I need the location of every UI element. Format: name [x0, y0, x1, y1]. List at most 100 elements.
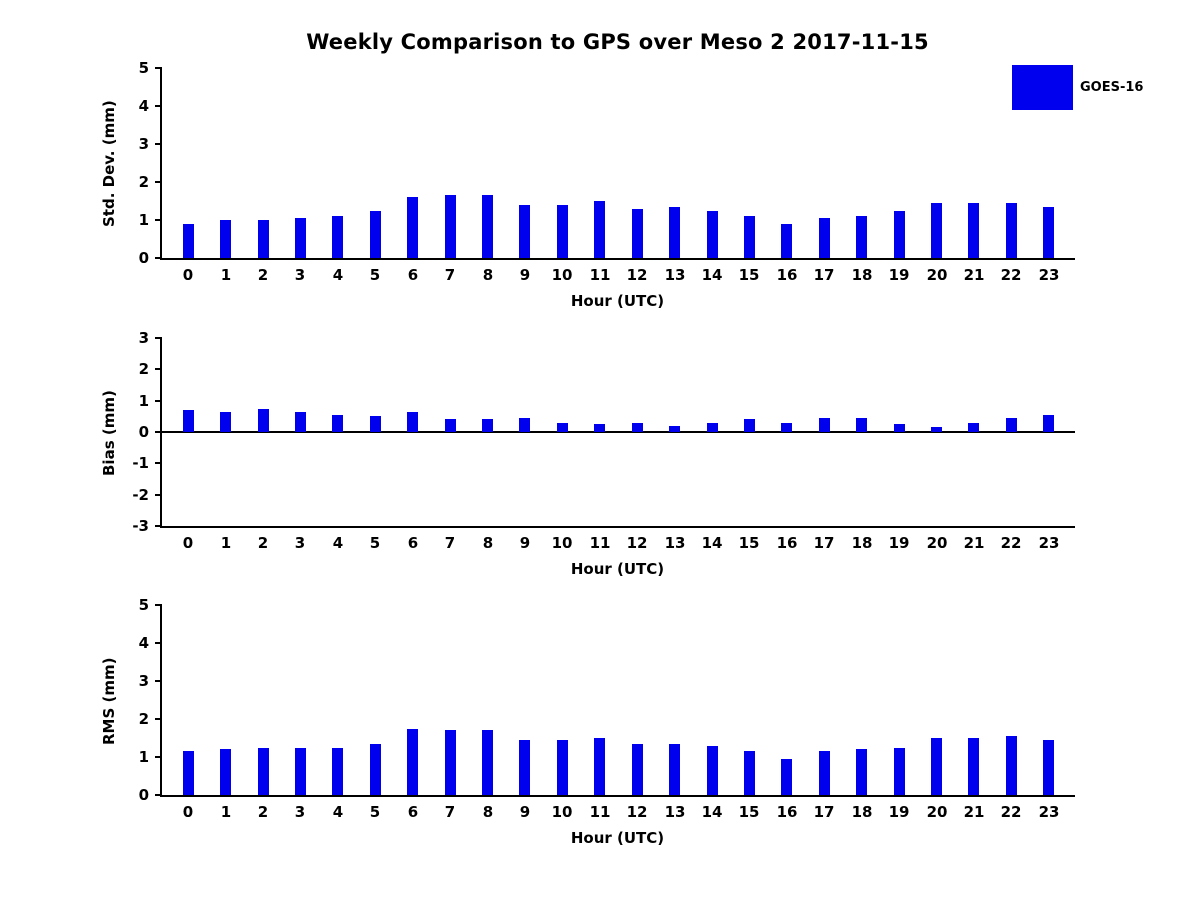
x-tick-label: 17	[813, 534, 835, 552]
x-tick-label: 21	[963, 803, 985, 821]
bar-hour-19	[894, 424, 905, 432]
x-tick-label: 1	[220, 534, 232, 552]
bar-hour-19	[894, 747, 905, 795]
y-tick-label: 5	[138, 596, 149, 614]
subplot-bias: Bias (mm) -3 -2 -1 0 1 2 3 0 1 2 3 4 5 6 7 8 9 10 11 12 13 14…	[0, 329, 1200, 608]
x-tick-label: 1	[220, 266, 232, 284]
x-tick-label: 11	[589, 534, 611, 552]
x-tick-label: 13	[664, 534, 686, 552]
bar-hour-0	[183, 410, 194, 432]
bar-hour-15	[744, 419, 755, 432]
x-tick-label: 18	[851, 266, 873, 284]
y-tick-label: 2	[138, 710, 149, 728]
x-tick-label: 11	[589, 803, 611, 821]
y-tick-label: -2	[132, 485, 149, 504]
y-tick-label: 4	[138, 97, 149, 115]
x-tick-label: 7	[444, 266, 456, 284]
bar-hour-5	[370, 743, 381, 795]
bar-hour-12	[632, 422, 643, 432]
bar-hour-18	[856, 216, 867, 258]
bar-hour-7	[445, 195, 456, 258]
x-tick-label: 2	[257, 266, 269, 284]
bar-hour-18	[856, 749, 867, 795]
zero-line	[162, 431, 1075, 433]
x-tick-label: 9	[519, 266, 531, 284]
x-tick-label: 6	[407, 803, 419, 821]
y-tick-label: -3	[132, 517, 149, 535]
x-tick-label: 23	[1038, 534, 1060, 552]
x-tick-label: 16	[776, 266, 798, 284]
bar-hour-14	[707, 210, 718, 258]
x-tick-label: 11	[589, 266, 611, 284]
y-tick	[155, 219, 162, 221]
bar-hour-23	[1043, 206, 1054, 258]
bar-hour-9	[519, 417, 530, 432]
x-tick-label: 7	[444, 534, 456, 552]
bar-hour-21	[968, 202, 979, 258]
y-tick	[155, 718, 162, 720]
bar-hour-15	[744, 216, 755, 258]
x-tick-label: 9	[519, 534, 531, 552]
bar-hour-12	[632, 743, 643, 795]
x-tick-label: 4	[332, 266, 344, 284]
legend: GOES-16	[1012, 65, 1143, 110]
bar-hour-17	[819, 751, 830, 795]
bar-hour-20	[931, 427, 942, 432]
y-tick	[155, 642, 162, 644]
subplot-std-dev: Std. Dev. (mm) 0 1 2 3 4 5 0 1 2 3 4 5 6 7 8 9 10 11 12 13 1…	[0, 59, 1200, 338]
bar-hour-6	[407, 411, 418, 432]
bar-hour-3	[295, 747, 306, 795]
y-tick-label: 1	[138, 391, 149, 410]
y-tick	[155, 431, 162, 433]
x-tick-label: 12	[626, 803, 648, 821]
bar-hour-20	[931, 202, 942, 258]
plot-area: 0 1 2 3 4 5 0 1 2 3 4 5 6 7 8 9 10 11 12 13 14 15 16 17 18 19 20 21…	[139, 59, 1075, 284]
x-tick-label: 19	[888, 534, 910, 552]
y-tick-label: 5	[138, 59, 149, 77]
x-tick-label: 6	[407, 534, 419, 552]
bar-hour-21	[968, 422, 979, 432]
bar-hour-18	[856, 417, 867, 432]
x-tick-label: 10	[551, 266, 573, 284]
x-tick-label: 10	[551, 534, 573, 552]
bar-hour-1	[220, 220, 231, 258]
bar-hour-9	[519, 204, 530, 258]
y-tick-label: 3	[138, 672, 149, 690]
plot-area: 0 1 2 3 4 5 0 1 2 3 4 5 6 7 8 9 10 11 12 13 14 15 16 17 18 19 20 21…	[139, 596, 1075, 821]
bar-hour-8	[482, 419, 493, 432]
x-tick-label: 4	[332, 534, 344, 552]
y-tick-label: 1	[138, 211, 149, 229]
y-tick	[155, 493, 162, 496]
x-tick-label: 1	[220, 803, 232, 821]
x-tick-label: 12	[626, 266, 648, 284]
x-tick-label: 22	[1000, 534, 1022, 552]
y-tick-label: 3	[138, 329, 149, 347]
legend-label: GOES-16	[1080, 80, 1144, 95]
bar-hour-0	[183, 223, 194, 258]
bar-hour-22	[1006, 736, 1017, 795]
bar-hour-13	[669, 743, 680, 795]
x-tick-label: 4	[332, 803, 344, 821]
x-tick-label: 15	[738, 266, 760, 284]
bar-hour-4	[332, 216, 343, 258]
bar-hour-2	[258, 747, 269, 795]
x-tick-label: 20	[926, 266, 948, 284]
x-tick-label: 16	[776, 803, 798, 821]
x-tick-label: 3	[294, 803, 306, 821]
bar-hour-3	[295, 218, 306, 258]
bar-hour-11	[594, 424, 605, 432]
bar-hour-7	[445, 419, 456, 432]
y-tick	[155, 794, 162, 796]
x-tick-label: 0	[182, 534, 194, 552]
x-tick-label: 14	[701, 534, 723, 552]
bar-hour-16	[781, 223, 792, 258]
bar-hour-5	[370, 416, 381, 432]
bar-hour-6	[407, 197, 418, 258]
x-tick-label: 8	[482, 266, 494, 284]
bar-hour-8	[482, 195, 493, 258]
bar-hour-16	[781, 758, 792, 795]
x-tick-label: 23	[1038, 803, 1060, 821]
x-axis-label: Hour (UTC)	[570, 292, 665, 310]
x-tick-label: 18	[851, 803, 873, 821]
